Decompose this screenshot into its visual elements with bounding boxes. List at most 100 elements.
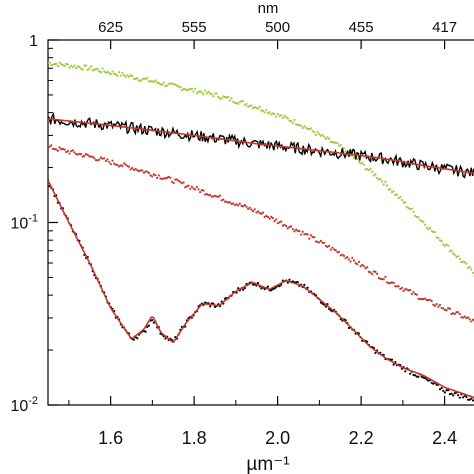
series-0-point [260,109,263,112]
series-4-point [415,375,418,378]
series-0-point [328,137,331,140]
series-0-point [258,105,261,108]
series-1-point [260,212,263,215]
series-1-point [66,149,69,153]
series-1-point [387,282,390,285]
series-1-point [369,271,372,274]
series-0-point [228,99,232,102]
series-4-point [462,396,465,399]
series-1-point [70,150,73,153]
series-0-point [147,80,150,83]
series-1-point [414,292,417,296]
series-0-point [99,70,103,74]
series-0-point [409,208,412,211]
series-4-point [468,398,471,401]
series-1-point [88,155,91,158]
series-1-point [159,177,162,180]
y-tick-label: 1 [29,33,38,50]
series-1-point [205,192,208,196]
series-1-point [55,148,58,151]
series-1-point [104,159,107,163]
series-0-point [367,168,370,172]
series-1-point [349,260,352,263]
series-1-point [455,311,458,314]
series-1-point [457,311,460,314]
series-0-point [291,121,294,125]
series-1-point [419,297,422,301]
series-1-point [58,146,61,149]
series-0-point [389,188,392,191]
top-tick-label: 417 [432,19,457,36]
series-4-point [465,395,468,399]
series-4-point [146,325,149,329]
series-1-point [376,272,379,275]
series-0-point [394,194,397,197]
series-0-point [339,143,342,146]
series-1-point [114,163,117,166]
series-1-point [142,171,146,174]
series-1-point [366,266,369,269]
series-0-point [404,201,407,204]
series-1-point [397,285,400,288]
series-4-point [452,394,455,397]
series-0-point [55,62,58,65]
x-axis-label: µm⁻¹ [246,454,289,474]
series-0-point [63,64,66,68]
series-0-point [337,144,341,147]
series-1-point [136,169,139,172]
series-0-point [285,116,288,119]
series-1-point [303,233,306,236]
series-0-point [397,197,400,200]
series-0-point [405,205,408,209]
series-4-point [306,286,309,289]
series-1-point [174,178,177,181]
series-1-point [189,187,192,190]
series-1-point [336,251,339,254]
series-1-point [404,288,407,291]
series-0-point [382,183,385,186]
series-1-point [326,245,329,248]
series-1-point [427,298,430,302]
series-1-point [465,316,468,320]
series-1-point [433,304,437,307]
series-0-point [333,141,336,144]
series-2 [48,112,474,179]
series-0-point [83,64,86,67]
series-1-point [299,233,303,236]
series-1-point [344,257,347,260]
series-1-point [91,155,94,158]
series-1-point [328,244,331,247]
series-1-point [96,159,99,162]
series-0-point [144,77,147,81]
series-0-point [152,80,155,84]
series-0-point [422,221,425,224]
series-1-point [81,155,84,158]
series-1-point [146,170,149,173]
series-0-point [448,250,451,253]
series-1-point [407,289,410,292]
series-4-point [390,358,394,361]
series-0-point [179,86,182,89]
series-0-point [61,64,64,67]
series-0-point [306,127,309,131]
series-1-point [319,239,322,242]
series-3-line [48,118,474,174]
series-4-point [447,389,450,392]
series-0-point [151,80,154,83]
series-0-point [390,190,394,194]
series-1-point [334,249,337,252]
series-0-point [174,83,177,86]
series-0-point [376,177,379,180]
series-1-point [428,298,432,301]
series-0-point [233,101,236,104]
series-0-point [468,265,471,269]
series-1-point [56,149,60,152]
series-0-point [268,111,271,114]
series-0-point [318,133,321,136]
series-0-point [149,80,152,83]
series-1-point [79,153,83,156]
series-4-point [152,321,155,324]
series-1-point [162,177,165,180]
series-1-point [367,270,370,273]
series-1-point [447,307,450,310]
